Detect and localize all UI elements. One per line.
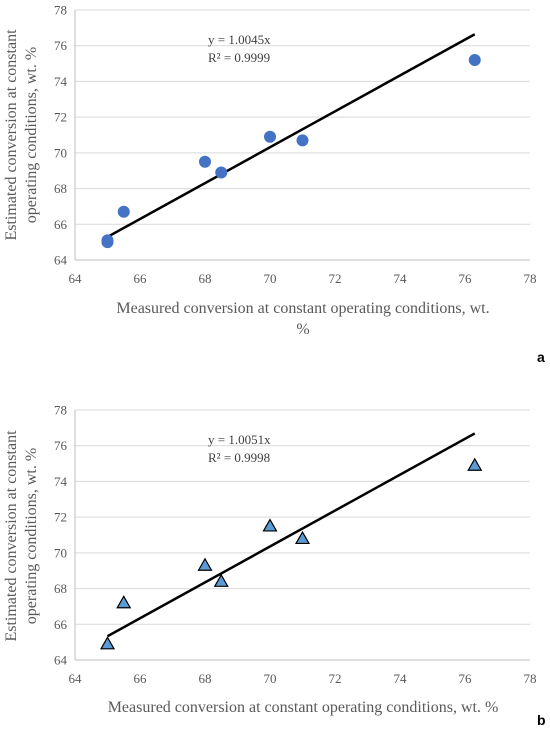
chart-a-data-point	[264, 130, 276, 143]
chart-b-data-point	[294, 530, 311, 545]
chart-b-xtick-label: 70	[264, 671, 277, 686]
chart-b-ytick-label: 78	[54, 403, 67, 418]
chart-b-svg: 64 66 68 70 72 74 76 78 64 66 68 70 72 74 76 78 y = 1.0…	[3, 403, 546, 729]
chart-a-equation: y = 1.0045x	[208, 32, 271, 47]
chart-b-r-squared: R² = 0.9998	[208, 450, 270, 465]
chart-b-data-point	[467, 457, 483, 471]
chart-a-xtick-label: 66	[134, 271, 148, 286]
chart-b-ytick-label: 64	[54, 653, 68, 668]
chart-b-xtick-label: 72	[329, 671, 342, 686]
chart-b-ytick-label: 70	[54, 545, 67, 560]
chart-b-data-point	[197, 557, 213, 571]
chart-a-ylabel-line2: operating conditions, wt. %	[23, 47, 40, 223]
chart-b-xtick-label: 68	[199, 671, 212, 686]
chart-a-xtick-label: 72	[329, 271, 342, 286]
chart-b-xtick-label: 74	[394, 671, 408, 686]
chart-a-xtick-label: 78	[524, 271, 537, 286]
chart-a-ytick-label: 68	[54, 181, 67, 196]
chart-a-trendline	[106, 33, 476, 239]
chart-b-xtick-label: 66	[134, 671, 148, 686]
chart-b-xlabel-line1: Measured conversion at constant operatin…	[108, 699, 499, 716]
chart-a-xtick-label: 64	[69, 271, 83, 286]
chart-b-data-point	[262, 518, 278, 532]
chart-a-xtick-label: 70	[264, 271, 277, 286]
chart-a-svg: 64 66 68 70 72 74 76 78 64 66 68 70 72 74 76 78 y = 1.0…	[3, 3, 545, 366]
chart-a-ytick-label: 64	[54, 253, 68, 268]
chart-b-ytick-label: 72	[54, 510, 67, 525]
chart-a-ytick-label: 66	[54, 217, 68, 232]
chart-a-ytick-label: 76	[54, 38, 68, 53]
chart-b-data-point	[99, 636, 116, 650]
chart-b-ylabel-line2: operating conditions, wt. %	[23, 448, 40, 624]
chart-a-ytick-label: 78	[54, 3, 67, 18]
chart-a-data-point	[296, 134, 309, 147]
chart-a-ytick-label: 72	[54, 110, 67, 125]
chart-a-xlabel-line1: Measured conversion at constant operatin…	[116, 300, 489, 317]
chart-a-data-point	[101, 234, 114, 247]
chart-b-ytick-label: 74	[54, 474, 68, 489]
chart-b-trendline	[106, 432, 476, 638]
chart-a-data-point	[117, 205, 130, 218]
chart-b-ytick-label: 66	[54, 617, 68, 632]
chart-b-equation: y = 1.0051x	[208, 432, 271, 447]
chart-b-data-point	[213, 573, 229, 587]
chart-a-xtick-label: 76	[459, 271, 473, 286]
chart-b-xtick-label: 64	[69, 671, 83, 686]
chart-b-ylabel-line1: Estimated conversion at constant	[3, 430, 20, 642]
chart-b-panel-label: b	[537, 712, 546, 728]
chart-a-ytick-label: 74	[54, 74, 68, 89]
chart-a-panel-label: a	[537, 349, 545, 365]
chart-a-data-point	[468, 54, 481, 66]
chart-b-ytick-label: 76	[54, 438, 68, 453]
chart-a-r-squared: R² = 0.9999	[208, 50, 270, 65]
chart-b-xtick-label: 78	[524, 671, 537, 686]
chart-a-data-point	[215, 166, 228, 179]
chart-panel-a: 64 66 68 70 72 74 76 78 64 66 68 70 72 74 76 78 y = 1.0…	[3, 3, 545, 366]
chart-a-xlabel-line2: %	[296, 321, 309, 338]
chart-a-ylabel-line1: Estimated conversion at constant	[3, 29, 20, 241]
chart-a-xtick-label: 74	[394, 271, 408, 286]
chart-b-xtick-label: 76	[459, 671, 473, 686]
chart-b-ytick-label: 68	[54, 581, 67, 596]
chart-a-ytick-label: 70	[54, 145, 67, 160]
chart-panel-b: 64 66 68 70 72 74 76 78 64 66 68 70 72 74 76 78 y = 1.0…	[0, 366, 550, 731]
chart-b-data-point	[116, 595, 132, 609]
chart-a-data-point	[199, 155, 211, 168]
chart-a-xtick-label: 68	[199, 271, 212, 286]
